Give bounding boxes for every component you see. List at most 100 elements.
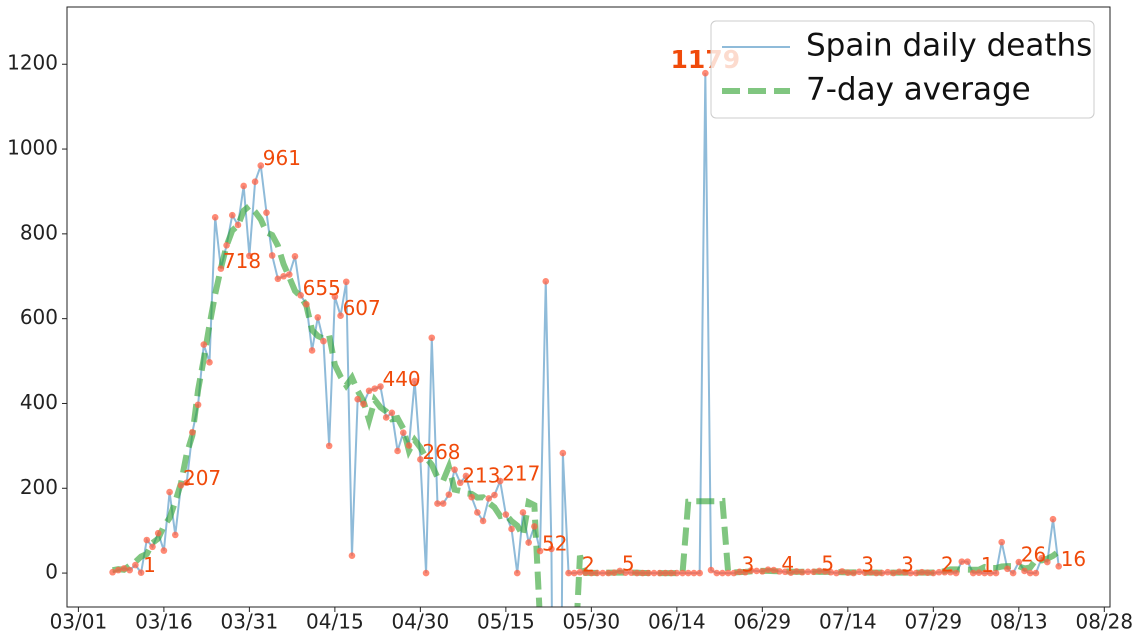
data-point <box>713 569 721 577</box>
data-point <box>605 569 612 577</box>
data-point <box>371 385 379 392</box>
point-annotation: 2 <box>582 553 595 577</box>
legend: Spain daily deaths 7-day average <box>710 20 1095 119</box>
data-point <box>137 569 145 576</box>
data-point <box>679 569 686 577</box>
data-point <box>650 569 658 577</box>
data-point <box>474 509 481 516</box>
data-point <box>268 252 276 259</box>
data-point <box>747 567 755 574</box>
data-point <box>143 536 151 544</box>
data-point <box>417 456 424 463</box>
data-point <box>616 567 624 575</box>
x-tick-label: 05/15 <box>477 610 535 634</box>
data-point <box>707 566 715 574</box>
x-tick-label: 08/28 <box>1075 610 1133 634</box>
x-tick-label: 03/31 <box>221 610 279 634</box>
x-tick-label: 07/14 <box>819 610 877 634</box>
x-tick-label: 04/30 <box>392 610 450 634</box>
data-point <box>559 449 567 457</box>
point-annotation: 607 <box>343 296 381 320</box>
data-point <box>667 569 675 577</box>
point-annotation: 3 <box>742 552 755 576</box>
x-tick-label: 06/29 <box>734 610 792 634</box>
data-point <box>696 569 703 577</box>
data-point <box>895 568 903 576</box>
data-point <box>1021 567 1028 575</box>
data-point <box>496 477 504 485</box>
data-point <box>593 569 601 577</box>
data-point <box>274 275 282 283</box>
data-point <box>542 278 550 285</box>
point-annotation: 268 <box>422 440 460 464</box>
data-point <box>770 566 778 574</box>
data-point <box>217 265 225 272</box>
data-point <box>171 531 179 539</box>
data-point <box>764 566 772 573</box>
data-point <box>565 569 572 577</box>
data-point <box>439 500 447 507</box>
data-point <box>348 552 356 559</box>
data-point <box>1032 569 1040 577</box>
data-point <box>1004 565 1011 573</box>
y-tick-label: 1000 <box>7 136 58 160</box>
data-point <box>798 568 806 576</box>
data-point <box>525 539 532 546</box>
x-tick-label: 08/13 <box>990 610 1048 634</box>
data-point <box>114 566 122 574</box>
data-point <box>491 491 498 499</box>
data-point <box>838 568 846 575</box>
point-annotation: 207 <box>183 466 221 490</box>
legend-box <box>710 20 1095 119</box>
data-point <box>821 568 829 575</box>
data-point <box>719 569 726 577</box>
data-point <box>314 314 322 321</box>
data-point <box>947 568 954 576</box>
legend-label: Spain daily deaths <box>806 28 1092 64</box>
data-point <box>462 472 470 480</box>
data-point <box>320 337 327 345</box>
data-point <box>354 395 361 403</box>
x-tick-label: 06/14 <box>648 610 706 634</box>
point-annotation: 52 <box>542 532 567 556</box>
data-point <box>690 569 698 577</box>
data-point <box>610 569 618 576</box>
data-point <box>331 293 339 300</box>
data-point <box>445 491 453 498</box>
data-point <box>736 568 743 576</box>
data-point <box>702 69 709 77</box>
plot-area <box>109 69 1063 607</box>
ticks: 0 200 400 600 800 1000 1200 03/01 03/16 03/31 04/1… <box>7 51 1133 634</box>
data-point <box>656 569 664 577</box>
data-point <box>827 568 835 576</box>
data-point <box>200 341 208 348</box>
data-point <box>308 347 316 354</box>
y-tick-label: 600 <box>20 305 58 329</box>
data-point <box>166 488 173 496</box>
point-annotation: 26 <box>1021 543 1046 567</box>
x-tick-label: 05/30 <box>563 610 621 634</box>
data-point <box>844 569 852 576</box>
data-point <box>234 221 242 229</box>
data-point <box>342 278 350 286</box>
data-point <box>588 569 595 577</box>
point-annotation: 16 <box>1061 547 1086 571</box>
data-point <box>479 517 487 525</box>
data-point <box>536 547 544 555</box>
data-point <box>884 568 892 576</box>
data-point <box>816 567 823 575</box>
point-annotation: 2 <box>941 553 954 577</box>
data-point <box>599 569 607 577</box>
data-point <box>724 569 732 577</box>
point-annotation: 440 <box>382 367 420 391</box>
data-point <box>987 569 994 577</box>
data-point <box>1038 554 1045 562</box>
data-point <box>787 569 795 576</box>
data-point <box>662 569 669 577</box>
x-tick-label: 04/15 <box>306 610 364 634</box>
data-point <box>451 466 458 473</box>
data-point <box>280 272 287 280</box>
